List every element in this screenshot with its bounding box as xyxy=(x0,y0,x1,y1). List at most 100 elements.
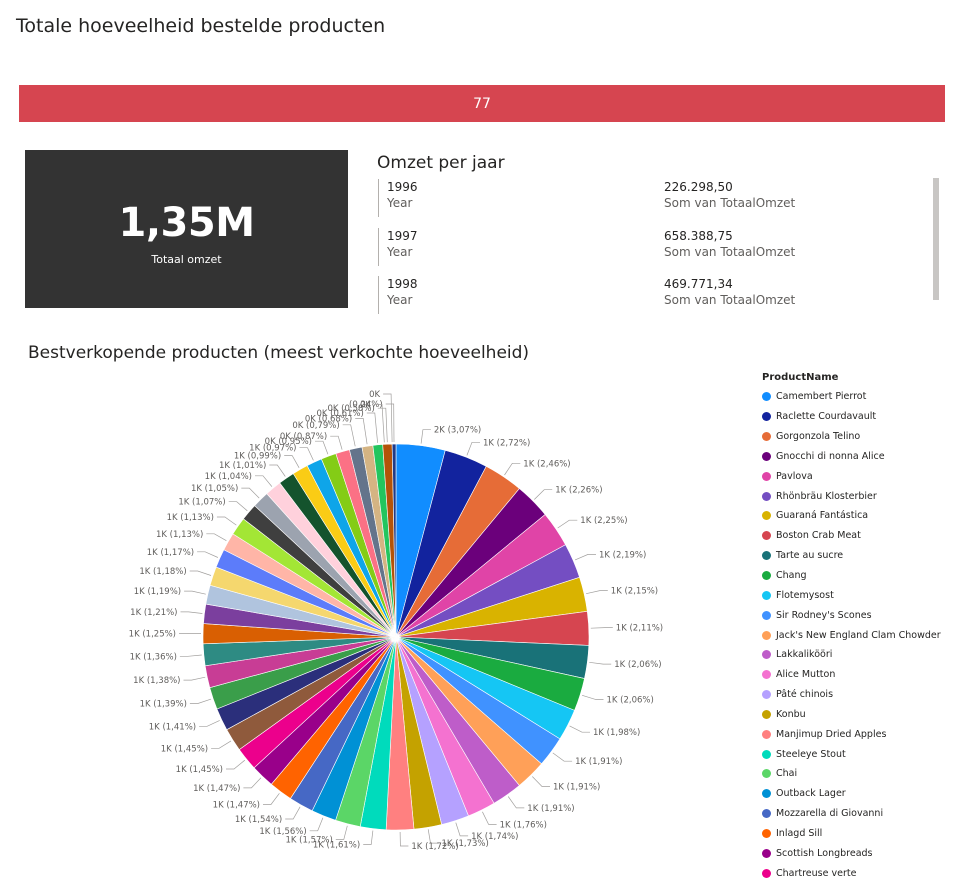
data-label: (0,24%) xyxy=(349,400,383,410)
year-value: 1997 xyxy=(387,229,418,243)
legend-item[interactable]: Boston Crab Meat xyxy=(762,526,967,546)
legend-label: Alice Mutton xyxy=(776,669,836,681)
pie-chart-title: Bestverkopende producten (meest verkocht… xyxy=(28,343,530,363)
data-label: 1K (1,01%) xyxy=(219,461,266,471)
legend-item[interactable]: Camembert Pierrot xyxy=(762,387,967,407)
leader-line xyxy=(285,806,301,820)
legend-item[interactable]: Guaraná Fantástica xyxy=(762,506,967,526)
data-label: 1K (1,74%) xyxy=(471,832,518,842)
year-row[interactable]: 1998 Year 469.771,34 Som van TotaalOmzet xyxy=(378,276,939,314)
legend-label: Manjimup Dried Apples xyxy=(776,728,887,740)
year-table-title: Omzet per jaar xyxy=(377,153,505,173)
legend-dot-icon xyxy=(762,491,771,501)
legend-item[interactable]: Pâté chinois xyxy=(762,685,967,705)
leader-line xyxy=(342,424,356,447)
leader-line xyxy=(586,590,608,595)
leader-line xyxy=(206,533,227,542)
leader-line xyxy=(226,759,246,770)
leader-line xyxy=(183,676,206,681)
year-row[interactable]: 1996 Year 226.298,50 Som van TotaalOmzet xyxy=(378,179,939,217)
legend-item[interactable]: Konbu xyxy=(762,705,967,725)
legend-label: Chartreuse verte xyxy=(776,867,857,879)
legend-label: Chai xyxy=(776,768,798,780)
leader-line xyxy=(241,487,260,499)
legend-label: Pâté chinois xyxy=(776,689,834,701)
year-table-scrollbar[interactable] xyxy=(933,178,939,300)
leader-line xyxy=(385,403,395,443)
data-label: 0K (0,68%) xyxy=(305,414,352,424)
amount-value: 658.388,75 xyxy=(664,229,733,243)
year-label: Year xyxy=(387,245,413,259)
legend-item[interactable]: Manjimup Dried Apples xyxy=(762,724,967,744)
legend-item[interactable]: Sir Rodney's Scones xyxy=(762,605,967,625)
leader-line xyxy=(569,725,590,733)
leader-line xyxy=(363,830,374,845)
legend-dot-icon xyxy=(762,828,771,838)
leader-line xyxy=(189,570,212,576)
data-label: 1K (2,25%) xyxy=(580,516,627,526)
legend-item[interactable]: Alice Mutton xyxy=(762,665,967,685)
leader-line xyxy=(374,404,385,443)
leader-line xyxy=(420,429,431,444)
year-row[interactable]: 1997 Year 658.388,75 Som van TotaalOmzet xyxy=(378,228,939,266)
leader-line xyxy=(211,740,232,749)
legend-label: Inlagd Sill xyxy=(776,827,823,839)
data-label: 1K (1,04%) xyxy=(205,472,252,482)
leader-line xyxy=(532,776,550,787)
legend-dot-icon xyxy=(762,789,771,799)
leader-line xyxy=(197,551,219,558)
leader-line xyxy=(466,441,480,456)
amount-label: Som van TotaalOmzet xyxy=(664,245,796,259)
legend-dot-icon xyxy=(762,610,771,620)
legend-dot-icon xyxy=(762,749,771,759)
legend-item[interactable]: Raclette Courdavault xyxy=(762,407,967,427)
legend-dot-icon xyxy=(762,551,771,561)
legend-label: Mozzarella di Giovanni xyxy=(776,808,884,820)
legend-label: Raclette Courdavault xyxy=(776,411,877,423)
legend-item[interactable]: Rhönbräu Klosterbier xyxy=(762,486,967,506)
data-label: 1K (1,39%) xyxy=(140,700,187,710)
legend-item[interactable]: Chang xyxy=(762,566,967,586)
legend-label: Sir Rodney's Scones xyxy=(776,609,872,621)
data-label: 1K (2,15%) xyxy=(611,587,658,597)
leader-line xyxy=(552,752,573,762)
year-value: 1996 xyxy=(387,180,418,194)
kpi-label: Totaal omzet xyxy=(151,253,222,266)
legend-item[interactable]: Pavlova xyxy=(762,466,967,486)
data-label: 1K (1,47%) xyxy=(193,784,240,794)
pie-slice[interactable] xyxy=(391,443,397,638)
legend-dot-icon xyxy=(762,571,771,581)
legend-item[interactable]: Gnocchi di nonna Alice xyxy=(762,447,967,467)
legend-item[interactable]: Lakkalikööri xyxy=(762,645,967,665)
legend-item[interactable]: Jack's New England Clam Chowder xyxy=(762,625,967,645)
leader-line xyxy=(383,393,393,443)
legend-item[interactable]: Mozzarella di Giovanni xyxy=(762,804,967,824)
leader-line xyxy=(427,829,439,844)
legend-dot-icon xyxy=(762,392,771,402)
legend-item[interactable]: Inlagd Sill xyxy=(762,824,967,844)
leader-line xyxy=(315,440,329,455)
legend-item[interactable]: Chai xyxy=(762,764,967,784)
legend-dot-icon xyxy=(762,769,771,779)
legend-label: Tarte au sucre xyxy=(776,550,844,562)
leader-line xyxy=(557,519,578,529)
legend-item[interactable]: Tarte au sucre xyxy=(762,546,967,566)
legend-dot-icon xyxy=(762,848,771,858)
leader-line xyxy=(335,825,348,840)
kpi-card[interactable]: 1,35M Totaal omzet xyxy=(25,150,348,308)
data-label: 1K (2,11%) xyxy=(616,624,663,634)
legend-item[interactable]: Outback Lager xyxy=(762,784,967,804)
legend-label: Scottish Longbreads xyxy=(776,847,873,859)
total-quantity-bar[interactable]: 77 xyxy=(19,85,945,122)
leader-line xyxy=(216,516,237,526)
legend-item[interactable]: Steeleye Stout xyxy=(762,744,967,764)
legend-item[interactable]: Chartreuse verte xyxy=(762,863,967,883)
data-label: 1K (1,25%) xyxy=(129,629,176,639)
leader-line xyxy=(581,694,604,700)
legend-item[interactable]: Scottish Longbreads xyxy=(762,843,967,863)
legend-item[interactable]: Flotemysost xyxy=(762,585,967,605)
legend-item[interactable]: Gorgonzola Telino xyxy=(762,427,967,447)
data-label: 1K (2,26%) xyxy=(555,486,602,496)
data-label: 1K (2,46%) xyxy=(523,459,570,469)
amount-label: Som van TotaalOmzet xyxy=(664,196,796,210)
